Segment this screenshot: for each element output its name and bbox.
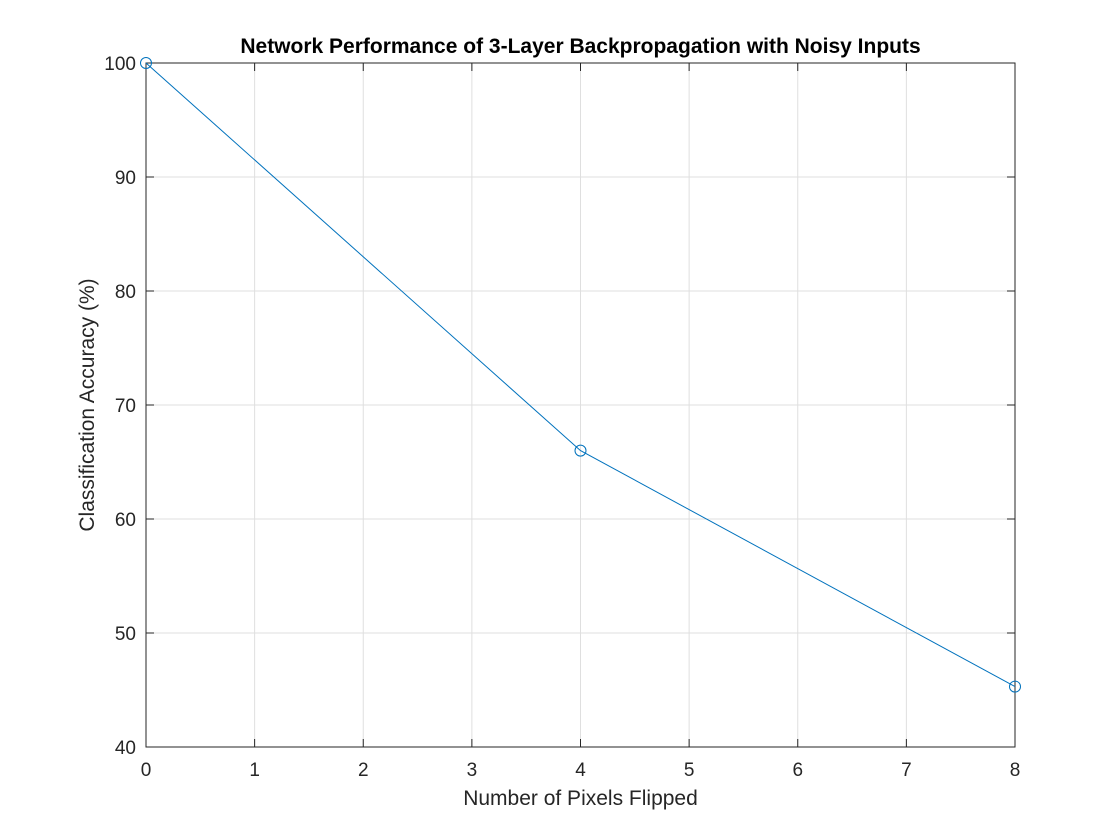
x-tick-label: 1 [249, 760, 260, 781]
x-tick-label: 7 [901, 760, 912, 781]
x-axis-ticks: 0 1 2 3 4 5 6 7 8 [141, 63, 1021, 781]
y-tick-label: 80 [115, 282, 136, 303]
y-tick-label: 70 [115, 396, 136, 417]
chart-title: Network Performance of 3-Layer Backpropa… [240, 35, 920, 58]
grid [145, 62, 1016, 748]
y-tick-label: 100 [104, 54, 136, 75]
y-tick-label: 90 [115, 168, 136, 189]
x-tick-label: 4 [575, 760, 586, 781]
data-point-marker [140, 57, 152, 69]
y-tick-label: 50 [115, 624, 136, 645]
x-axis-label: Number of Pixels Flipped [463, 787, 698, 810]
series-layer [140, 57, 1021, 693]
y-axis-label: Classification Accuracy (%) [76, 278, 99, 531]
x-tick-label: 2 [358, 760, 369, 781]
series-line [145, 62, 1016, 688]
x-tick-label: 3 [467, 760, 478, 781]
x-tick-label: 8 [1010, 760, 1021, 781]
data-point-marker [1009, 680, 1021, 693]
y-tick-label: 60 [115, 510, 136, 531]
x-tick-label: 6 [792, 760, 803, 781]
x-tick-label: 5 [684, 760, 695, 781]
data-point-marker [574, 444, 587, 457]
y-axis-ticks: 40 50 60 70 80 90 100 [104, 54, 1015, 759]
y-tick-label: 40 [115, 738, 136, 759]
x-tick-label: 0 [141, 760, 152, 781]
